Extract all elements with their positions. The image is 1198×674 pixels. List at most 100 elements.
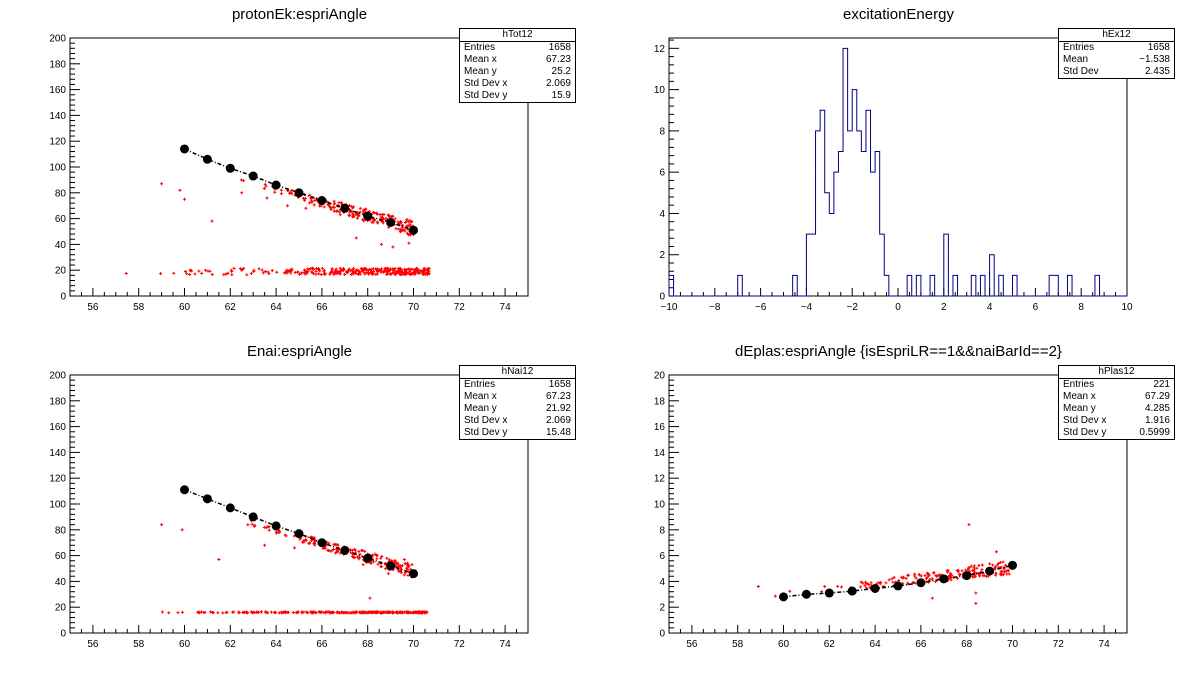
scatter-point bbox=[966, 568, 970, 572]
scatter-point bbox=[945, 570, 949, 574]
scatter-point bbox=[397, 270, 401, 274]
scatter-point bbox=[379, 267, 383, 271]
y-tick-label: 0 bbox=[60, 292, 66, 303]
scatter-point bbox=[411, 271, 415, 275]
histogram-bin bbox=[880, 234, 885, 296]
scatter-point bbox=[917, 573, 921, 577]
scatter-point bbox=[402, 557, 406, 561]
scatter-point bbox=[211, 611, 215, 615]
scatter-point bbox=[193, 272, 197, 276]
scatter-point bbox=[371, 553, 375, 557]
stats-label: Entries bbox=[464, 42, 496, 53]
profile-marker bbox=[824, 588, 834, 598]
x-tick-label: 72 bbox=[1053, 639, 1065, 650]
profile-marker bbox=[202, 494, 212, 504]
histogram-bin bbox=[971, 275, 976, 296]
scatter-point bbox=[310, 270, 314, 274]
scatter-point bbox=[345, 611, 349, 615]
scatter-point bbox=[365, 268, 369, 272]
scatter-point bbox=[124, 272, 128, 276]
profile-marker bbox=[409, 225, 418, 235]
y-tick-label: 160 bbox=[49, 85, 66, 96]
scatter-point bbox=[322, 205, 326, 209]
profile-marker bbox=[363, 211, 373, 221]
x-tick-label: 66 bbox=[316, 302, 328, 313]
x-tick-label: −8 bbox=[709, 302, 721, 313]
scatter-point bbox=[274, 531, 278, 535]
stats-box-title: hNai12 bbox=[460, 366, 575, 379]
scatter-point bbox=[399, 221, 403, 225]
scatter-point bbox=[263, 543, 267, 547]
scatter-point bbox=[326, 610, 330, 614]
x-tick-label: 58 bbox=[732, 639, 744, 650]
scatter-point bbox=[393, 273, 397, 277]
y-tick-label: 120 bbox=[49, 474, 66, 485]
scatter-point bbox=[338, 272, 342, 276]
scatter-point bbox=[313, 199, 317, 203]
histogram-bin bbox=[861, 152, 866, 296]
profile-marker bbox=[340, 545, 350, 555]
scatter-point bbox=[360, 549, 364, 553]
profile-marker bbox=[294, 529, 304, 539]
profile-marker bbox=[225, 163, 235, 173]
stats-value: 0.5999 bbox=[1139, 427, 1170, 438]
y-tick-label: 6 bbox=[659, 551, 665, 562]
x-tick-label: 58 bbox=[133, 639, 145, 650]
stats-box-title: hEx12 bbox=[1059, 29, 1174, 42]
scatter-point bbox=[994, 550, 998, 554]
scatter-point bbox=[208, 610, 212, 614]
scatter-point bbox=[417, 610, 421, 614]
chart-svg-hEx12: −10 −8 −6 −4 −2 0 2 4 6 8 10 0 2 4 6 8 10 12 bbox=[654, 37, 1133, 313]
scatter-point bbox=[279, 188, 283, 192]
histogram-bin bbox=[871, 172, 876, 296]
scatter-point bbox=[263, 610, 267, 614]
scatter-point bbox=[859, 580, 863, 584]
scatter-point bbox=[408, 233, 412, 237]
stats-value: 1658 bbox=[548, 42, 571, 53]
histogram-bin bbox=[834, 172, 839, 296]
scatter-point bbox=[263, 269, 267, 273]
scatter-point bbox=[375, 557, 379, 561]
scatter-point bbox=[974, 601, 978, 605]
scatter-point bbox=[396, 561, 400, 565]
scatter-point bbox=[350, 268, 354, 272]
scatter-point bbox=[337, 201, 341, 205]
y-tick-label: 200 bbox=[49, 34, 66, 45]
scatter-point bbox=[224, 611, 228, 615]
scatter-point bbox=[403, 270, 407, 274]
scatter-point bbox=[773, 594, 777, 598]
scatter-point bbox=[914, 576, 918, 580]
histogram-bin bbox=[953, 275, 958, 296]
x-tick-label: −10 bbox=[661, 302, 678, 313]
scatter-point bbox=[997, 562, 1001, 566]
scatter-point bbox=[926, 575, 930, 579]
profile-marker bbox=[317, 196, 327, 206]
scatter-point bbox=[279, 192, 283, 196]
stats-row: Std Dev y 15.48 bbox=[460, 427, 575, 439]
y-tick-label: 80 bbox=[55, 188, 67, 199]
scatter-point bbox=[350, 555, 354, 559]
scatter-point bbox=[354, 268, 358, 272]
scatter-point bbox=[333, 201, 337, 205]
scatter-point bbox=[216, 611, 220, 615]
scatter-point bbox=[906, 573, 910, 577]
scatter-point bbox=[328, 611, 332, 615]
scatter-point bbox=[200, 271, 204, 275]
x-tick-label: 4 bbox=[987, 302, 993, 313]
y-tick-label: 60 bbox=[55, 551, 67, 562]
scatter-point bbox=[980, 563, 984, 567]
profile-line bbox=[783, 564, 1013, 598]
histogram-bin bbox=[816, 131, 821, 296]
scatter-point bbox=[288, 191, 292, 195]
scatter-point bbox=[897, 578, 901, 582]
scatter-point bbox=[362, 270, 366, 274]
stats-box: hTot12 Entries 1658 Mean x 67.23 Mean y 25.… bbox=[459, 28, 576, 103]
scatter-point bbox=[960, 569, 964, 573]
stats-box-title: hPlas12 bbox=[1059, 366, 1174, 379]
scatter-point bbox=[338, 210, 342, 214]
scatter-point bbox=[264, 184, 268, 188]
scatter-point bbox=[879, 580, 883, 584]
chart-title: protonEk:espriAngle bbox=[231, 6, 368, 23]
scatter-point bbox=[411, 611, 415, 615]
